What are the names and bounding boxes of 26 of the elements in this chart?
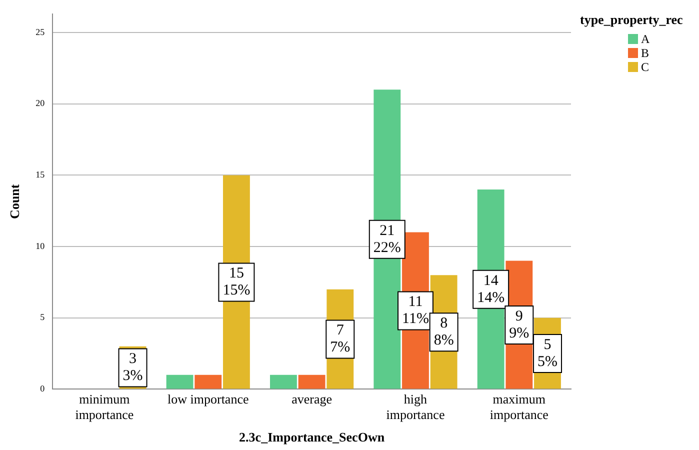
- legend-label: B: [641, 46, 650, 60]
- data-label: 3 3%: [122, 351, 143, 384]
- data-label: 14 14%: [477, 272, 505, 306]
- y-tick-label: 0: [40, 384, 46, 394]
- data-label: 11 11%: [402, 294, 429, 328]
- data-label: 15 15%: [222, 266, 250, 299]
- x-tick-label: low importance: [168, 391, 249, 406]
- data-label: 7 7%: [330, 322, 350, 356]
- y-tick-label: 25: [36, 26, 46, 37]
- legend-label: A: [641, 32, 650, 46]
- x-tick-label: high importance: [386, 391, 445, 422]
- data-label: 8 8%: [434, 316, 454, 349]
- y-tick-label: 10: [36, 240, 46, 251]
- x-tick-label: maximum importance: [490, 391, 549, 422]
- y-tick-label: 5: [40, 312, 46, 322]
- data-label: 9 9%: [509, 308, 530, 342]
- legend-title: type_property_rec: [580, 12, 684, 28]
- y-tick-label: 20: [36, 98, 46, 108]
- x-tick-label: minimum importance: [75, 391, 134, 422]
- data-label: 5 5%: [538, 336, 558, 370]
- x-tick-label: average: [292, 391, 332, 406]
- legend-label: C: [641, 60, 650, 74]
- y-tick-label: 15: [36, 170, 46, 180]
- y-axis-title: Count: [7, 184, 22, 219]
- x-axis-title: 2.3c_Importance_SecOwn: [239, 430, 386, 445]
- data-label: 21 22%: [373, 222, 401, 256]
